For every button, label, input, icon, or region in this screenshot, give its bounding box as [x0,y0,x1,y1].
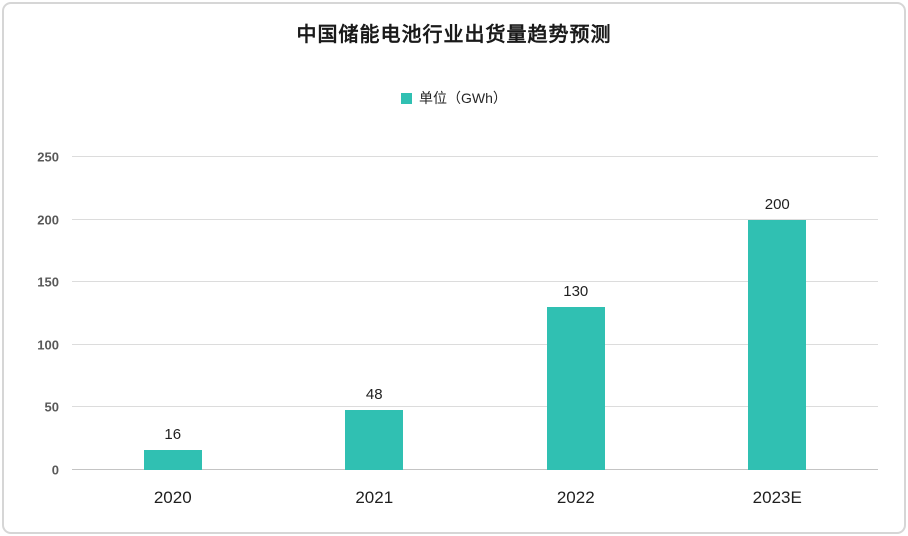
y-tick-label: 150 [37,274,59,290]
bar-slot: 130 [475,157,677,470]
y-tick-label: 250 [37,149,59,165]
y-tick-label: 50 [44,399,59,415]
bar-value-label: 48 [365,385,383,403]
bar-value-label: 200 [764,195,790,213]
x-tick-label: 2023E [752,488,802,507]
legend-label: 单位（GWh） [419,90,507,106]
gridline [72,406,878,408]
y-tick-label: 0 [51,462,59,478]
x-axis-line [72,469,878,470]
bar-2020 [143,449,202,470]
bar-2023E [748,219,807,470]
gridline [72,343,878,345]
bars-row: 16 48 130 200 [72,157,878,470]
bar-value-label: 130 [563,283,589,301]
y-tick-label: 100 [37,337,59,353]
bar-slot: 16 [72,157,274,470]
y-tick-label: 200 [37,212,59,228]
bar-2021 [345,409,404,470]
bar-slot: 48 [274,157,476,470]
gridline [72,156,878,157]
x-tick-label: 2021 [355,488,394,507]
bar-2022 [546,307,605,470]
x-tick-label: 2022 [556,488,595,507]
gridline [72,281,878,283]
bar-slot: 200 [677,157,879,470]
bar-value-label: 16 [164,425,182,443]
x-axis-labels: 2020 2021 2022 2023E [72,488,878,508]
chart-title: 中国储能电池行业出货量趋势预测 [296,24,612,46]
x-tick-label: 2020 [153,488,192,507]
plot-area: 16 48 130 200 0 50 100 150 200 250 [37,150,878,478]
legend-square-swatch-icon [401,92,413,104]
gridline [72,218,878,220]
legend: 单位（GWh） [4,88,904,108]
